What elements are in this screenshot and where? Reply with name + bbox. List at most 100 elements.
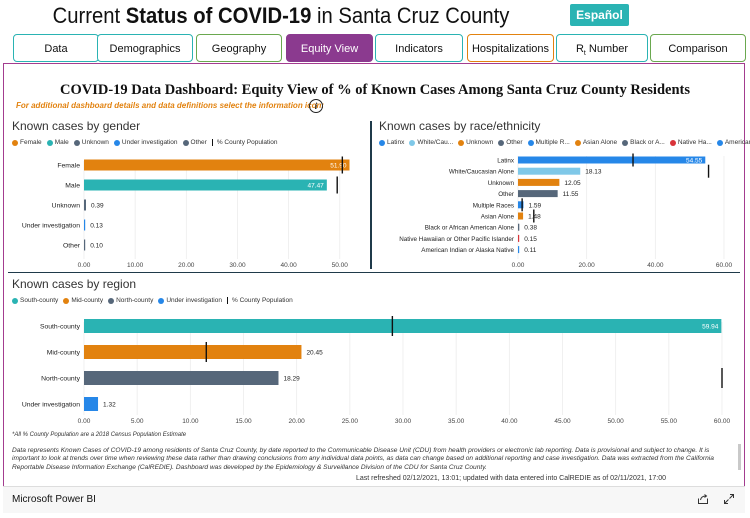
powerbi-link[interactable]: Microsoft Power BI bbox=[12, 494, 96, 505]
legend-dot-icon bbox=[63, 297, 70, 304]
bar-under-investigation[interactable] bbox=[84, 397, 99, 411]
population-marker-icon bbox=[211, 139, 213, 146]
data-label: 54.55 bbox=[686, 158, 703, 165]
bar-unknown[interactable] bbox=[518, 178, 560, 186]
gender-chart: 0.00 10.00 20.00 30.00 40.00 50.00 Female 51.90… bbox=[0, 150, 370, 272]
x-tick-label: 20.00 bbox=[178, 262, 195, 269]
legend-item-unknown[interactable]: Unknown bbox=[458, 139, 493, 146]
category-label: Other bbox=[63, 243, 81, 250]
legend-item-asian-alone[interactable]: Asian Alone bbox=[574, 139, 617, 146]
x-tick-label: 55.00 bbox=[661, 418, 678, 425]
spanish-language-button[interactable]: Español bbox=[570, 4, 629, 26]
category-label: Female bbox=[57, 163, 80, 170]
tab-hospitalizations[interactable]: Hospitalizations bbox=[467, 34, 554, 62]
legend-item-south-county[interactable]: South-county bbox=[12, 297, 58, 304]
tab-indicators[interactable]: Indicators bbox=[375, 34, 463, 62]
x-tick-label: 30.00 bbox=[229, 262, 246, 269]
bar-american-indian-or-alaska-native[interactable] bbox=[518, 246, 520, 254]
bar-native-hawaiian-or-other-pacific-islander[interactable] bbox=[518, 234, 520, 242]
tab-demographics[interactable]: Demographics bbox=[97, 34, 193, 62]
share-icon[interactable] bbox=[697, 493, 709, 505]
vertical-divider bbox=[370, 121, 372, 269]
bar-asian-alone[interactable] bbox=[518, 212, 524, 220]
bar-black-or-african-american-alone[interactable] bbox=[518, 223, 520, 231]
data-label: 0.11 bbox=[524, 247, 537, 254]
legend-item-latinx[interactable]: Latinx bbox=[379, 139, 404, 146]
legend-item-white-cau[interactable]: White/Cau... bbox=[409, 139, 453, 146]
legend-item-county-population[interactable]: % County Population bbox=[211, 139, 278, 146]
legend-item-other[interactable]: Other bbox=[498, 139, 523, 146]
tab-geography[interactable]: Geography bbox=[196, 34, 282, 62]
data-label: 0.13 bbox=[90, 223, 103, 230]
category-label: Mid-county bbox=[47, 350, 81, 357]
x-tick-label: 5.00 bbox=[131, 418, 144, 425]
dashboard-title: COVID-19 Data Dashboard: Equity View of … bbox=[60, 82, 690, 98]
category-label: Black or African American Alone bbox=[425, 225, 515, 232]
data-label: 18.29 bbox=[283, 376, 300, 383]
dashboard-frame bbox=[3, 63, 745, 513]
data-label: 11.55 bbox=[563, 191, 579, 198]
legend-item-mid-county[interactable]: Mid-county bbox=[63, 297, 103, 304]
description-scrollbar[interactable] bbox=[738, 444, 741, 470]
legend-item-native-ha[interactable]: Native Ha... bbox=[669, 139, 712, 146]
tab-data[interactable]: Data bbox=[13, 34, 99, 62]
category-label: North-county bbox=[41, 376, 81, 383]
legend-dot-icon bbox=[108, 297, 115, 304]
x-tick-label: 35.00 bbox=[448, 418, 465, 425]
data-label: 51.90 bbox=[330, 163, 347, 170]
legend-item-female[interactable]: Female bbox=[12, 139, 42, 146]
legend-dot-icon bbox=[498, 139, 505, 146]
data-label: 47.47 bbox=[308, 183, 325, 190]
legend-dot-icon bbox=[458, 139, 465, 146]
race-plot: 0.00 20.00 40.00 60.00 Latinx 54.55 White/Cauc… bbox=[399, 153, 733, 269]
legend-dot-icon bbox=[409, 139, 416, 146]
bar-other[interactable] bbox=[84, 239, 86, 251]
bar-north-county[interactable] bbox=[84, 371, 279, 385]
fullscreen-icon[interactable] bbox=[723, 493, 735, 505]
tab-comparison[interactable]: Comparison bbox=[650, 34, 746, 62]
legend-item-american[interactable]: American ... bbox=[716, 139, 750, 146]
legend-item-black-or-a[interactable]: Black or A... bbox=[622, 139, 665, 146]
bar-other[interactable] bbox=[518, 190, 558, 198]
bar-multiple-races[interactable] bbox=[518, 201, 524, 209]
bar-unknown[interactable] bbox=[84, 199, 86, 211]
bar-latinx[interactable] bbox=[518, 156, 706, 164]
legend-item-multiple-r[interactable]: Multiple R... bbox=[527, 139, 570, 146]
info-note: For additional dashboard details and dat… bbox=[16, 101, 325, 110]
legend-item-under-investigation[interactable]: Under investigation bbox=[158, 297, 222, 304]
legend-item-unknown[interactable]: Unknown bbox=[73, 139, 109, 146]
bar-male[interactable] bbox=[84, 179, 327, 191]
bar-south-county[interactable] bbox=[84, 319, 722, 333]
legend-dot-icon bbox=[12, 297, 18, 304]
legend-dot-icon bbox=[669, 139, 676, 146]
legend-dot-icon bbox=[716, 139, 723, 146]
race-legend: Latinx White/Cau... Unknown Other Multiple R… bbox=[379, 139, 750, 146]
legend-item-male[interactable]: Male bbox=[46, 139, 69, 146]
legend-item-county-population[interactable]: % County Population bbox=[226, 297, 293, 304]
data-label: 0.10 bbox=[90, 243, 103, 250]
data-label: 59.94 bbox=[702, 324, 719, 331]
bar-mid-county[interactable] bbox=[84, 345, 302, 359]
gender-legend: Female Male Unknown Under investigation Othe… bbox=[12, 139, 278, 146]
horizontal-divider bbox=[8, 272, 740, 273]
tab-equity-view[interactable]: Equity View bbox=[286, 34, 373, 62]
info-icon[interactable]: i bbox=[309, 99, 323, 113]
legend-dot-icon bbox=[622, 139, 629, 146]
legend-dot-icon bbox=[158, 297, 165, 304]
category-label: Unknown bbox=[488, 180, 515, 187]
x-tick-label: 30.00 bbox=[395, 418, 412, 425]
x-tick-label: 10.00 bbox=[127, 262, 144, 269]
legend-item-under-investigation[interactable]: Under investigation bbox=[113, 139, 178, 146]
bar-under-investigation[interactable] bbox=[84, 219, 86, 231]
legend-dot-icon bbox=[46, 139, 53, 146]
category-label: Latinx bbox=[497, 158, 515, 165]
x-tick-label: 20.00 bbox=[579, 262, 596, 269]
bar-female[interactable] bbox=[84, 159, 350, 171]
population-marker-icon bbox=[226, 297, 228, 304]
tab-rt-number[interactable]: Rt Number bbox=[556, 34, 648, 62]
legend-dot-icon bbox=[379, 139, 385, 146]
data-label: 0.39 bbox=[91, 203, 104, 210]
legend-item-north-county[interactable]: North-county bbox=[108, 297, 153, 304]
bar-white-caucasian-alone[interactable] bbox=[518, 167, 581, 175]
legend-item-other[interactable]: Other bbox=[182, 139, 207, 146]
